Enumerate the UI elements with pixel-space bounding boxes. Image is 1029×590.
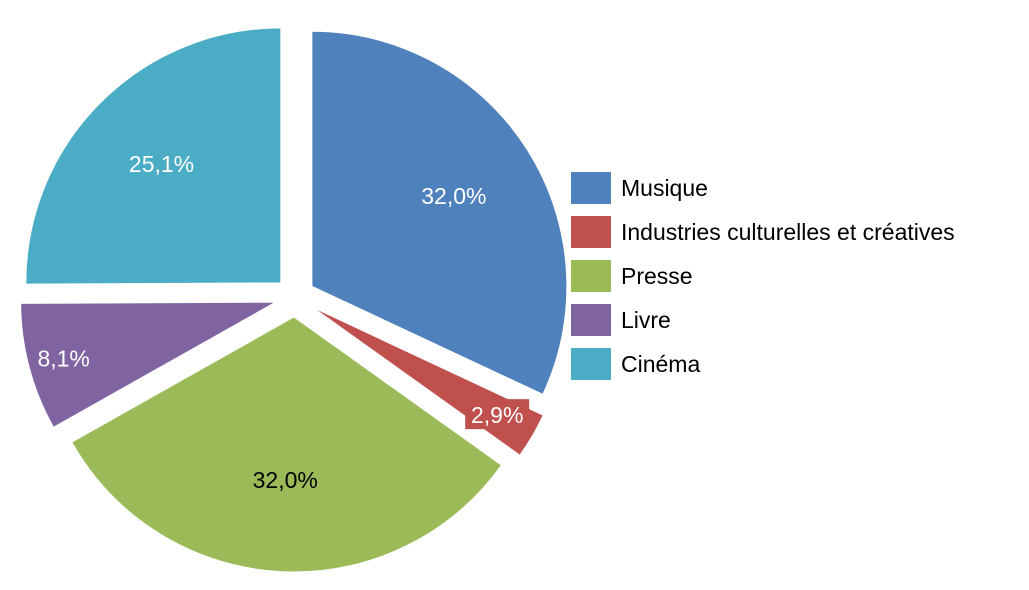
pie-slice-cinema [25,27,282,285]
legend-label-cinema: Cinéma [621,351,700,377]
pie-slices [20,27,568,573]
legend-swatch-livre [571,304,611,336]
legend-label-presse: Presse [621,263,693,289]
pie-data-labels: 32,0% 2,9% 32,0% 8,1% 25,1% [37,151,530,493]
pie-slice-presse [71,316,503,573]
legend: Musique Industries culturelles et créativ… [571,172,955,380]
legend-swatch-musique [571,172,611,204]
data-label-industries-culturelles-et-creatives: 2,9% [471,402,523,428]
data-label-musique: 32,0% [421,183,486,209]
pie-slice-musique [311,30,568,396]
legend-label-livre: Livre [621,307,671,333]
legend-swatch-presse [571,260,611,292]
legend-swatch-cinema [571,348,611,380]
legend-swatch-industries-culturelles-et-creatives [571,216,611,248]
legend-label-industries-culturelles-et-creatives: Industries culturelles et créatives [621,219,955,245]
data-label-background-industries-culturelles-et-creatives [465,399,530,430]
data-label-presse: 32,0% [253,467,318,493]
legend-label-musique: Musique [621,175,708,201]
data-label-livre: 8,1% [37,345,89,371]
pie-slice-livre [20,301,278,428]
data-label-cinema: 25,1% [129,151,194,177]
